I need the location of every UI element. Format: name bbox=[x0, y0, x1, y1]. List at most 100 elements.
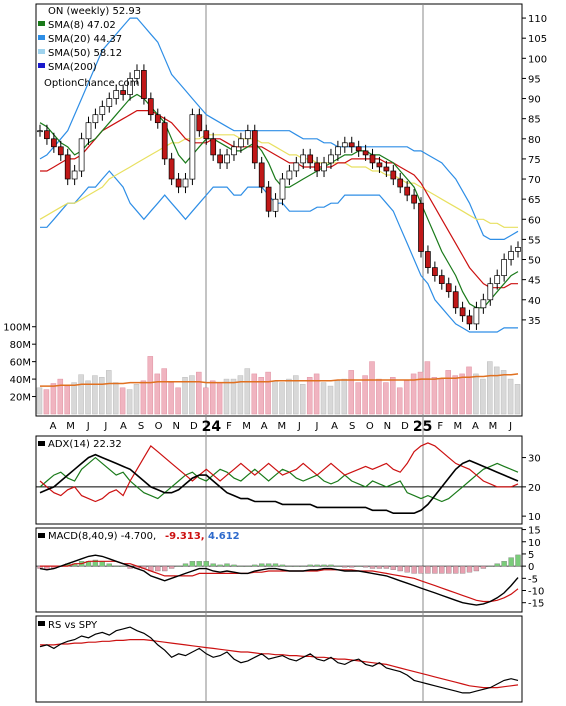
price-axis-label: 40 bbox=[528, 296, 541, 307]
macd-histogram-bar bbox=[425, 565, 431, 574]
candle-body bbox=[141, 70, 147, 99]
volume-bar bbox=[500, 370, 507, 415]
price-axis-label: 95 bbox=[528, 74, 541, 85]
candle-body bbox=[480, 299, 487, 309]
month-label: M bbox=[277, 421, 286, 432]
price-axis-label: 75 bbox=[528, 155, 541, 166]
candle-body bbox=[404, 186, 411, 196]
year-label: 24 bbox=[202, 419, 222, 435]
volume-bar bbox=[327, 385, 334, 415]
month-label: A bbox=[50, 421, 57, 432]
candle-body bbox=[189, 114, 196, 180]
volume-axis-label: 80M bbox=[10, 340, 31, 351]
price-axis-label: 110 bbox=[528, 14, 547, 25]
volume-bar bbox=[251, 373, 258, 415]
volume-bar bbox=[480, 378, 486, 415]
candle-body bbox=[508, 251, 514, 260]
macd-histogram-bar bbox=[155, 565, 161, 572]
candle-body bbox=[279, 178, 286, 200]
macd-histogram-bar bbox=[300, 565, 306, 567]
candle-body bbox=[231, 146, 237, 156]
volume-bar bbox=[459, 373, 465, 415]
candle-body bbox=[238, 138, 244, 148]
candle-body bbox=[494, 275, 501, 284]
macd-histogram-bar bbox=[376, 565, 383, 569]
volume-bar bbox=[189, 375, 195, 415]
adx-axis-label: 30 bbox=[528, 454, 541, 465]
month-label: J bbox=[508, 421, 512, 432]
macd-histogram-bar bbox=[432, 565, 438, 574]
macd-axis-label: -5 bbox=[528, 574, 538, 585]
volume-bar bbox=[341, 378, 348, 415]
macd-histogram-bar bbox=[342, 565, 348, 568]
macd-histogram-bar bbox=[238, 565, 244, 567]
candle-body bbox=[251, 130, 258, 164]
macd-axis-label: -15 bbox=[528, 599, 544, 610]
volume-bar bbox=[85, 380, 91, 415]
candle-body bbox=[113, 90, 120, 99]
candle-body bbox=[487, 283, 494, 301]
rs-average-line bbox=[40, 638, 519, 689]
volume-bar bbox=[362, 375, 368, 415]
candle-body bbox=[106, 98, 113, 107]
candle-body bbox=[272, 198, 279, 212]
candle-body bbox=[376, 162, 383, 168]
volume-bar bbox=[168, 382, 174, 415]
volume-bar bbox=[106, 370, 112, 415]
axis-ticks: 1101051009590858075706560555045403530201… bbox=[3, 14, 547, 610]
macd-histogram-bar bbox=[501, 561, 507, 567]
macd-histogram-bar bbox=[453, 565, 459, 574]
month-label: J bbox=[315, 421, 319, 432]
volume-axis-label: 40M bbox=[10, 375, 31, 386]
candle-body bbox=[369, 154, 376, 164]
volume-bar bbox=[175, 387, 181, 415]
candle-body bbox=[418, 202, 424, 252]
macd-histogram-bar bbox=[307, 564, 313, 567]
candle-body bbox=[44, 130, 50, 140]
candle-body bbox=[161, 122, 168, 160]
volume-bar bbox=[493, 366, 500, 415]
month-label: A bbox=[472, 421, 479, 432]
year-label: 25 bbox=[413, 419, 432, 435]
candle-body bbox=[154, 114, 161, 124]
volume-bar bbox=[320, 382, 327, 415]
macd-histogram-bar bbox=[231, 564, 237, 567]
upper-band-line bbox=[39, 17, 519, 240]
volume-bar bbox=[209, 380, 216, 415]
month-label: M bbox=[453, 421, 462, 432]
candle-body bbox=[175, 178, 182, 188]
macd-histogram-bar bbox=[189, 561, 196, 567]
candle-body bbox=[432, 267, 438, 276]
macd-signal-value: -9.313, bbox=[165, 531, 205, 542]
month-label: A bbox=[261, 421, 268, 432]
volume-bar bbox=[203, 387, 209, 415]
candle-body bbox=[411, 194, 417, 204]
volume-bar bbox=[286, 378, 292, 415]
candle-body bbox=[473, 307, 480, 325]
price-axis-label: 35 bbox=[528, 316, 541, 327]
candle-body bbox=[147, 98, 154, 116]
price-axis-label: 55 bbox=[528, 235, 541, 246]
price-axis-label: 80 bbox=[528, 135, 541, 146]
volume-bar bbox=[390, 377, 396, 415]
macd-histogram-bar bbox=[473, 565, 480, 572]
month-label: J bbox=[297, 421, 301, 432]
price-axis-label: 50 bbox=[528, 256, 541, 267]
sma50-line bbox=[39, 134, 518, 228]
macd-title: MACD(8,40,9) -4.700, bbox=[48, 531, 156, 542]
volume-bar bbox=[92, 375, 98, 415]
price-axis-label: 100 bbox=[528, 54, 547, 65]
candle-body bbox=[99, 106, 106, 115]
volume-bar bbox=[50, 383, 57, 415]
volume-bar bbox=[424, 361, 431, 415]
candle-body bbox=[328, 154, 334, 164]
rs-line bbox=[39, 626, 519, 694]
macd-histogram-bar bbox=[106, 563, 112, 567]
candle-body bbox=[224, 154, 230, 164]
volume-bar bbox=[119, 387, 126, 415]
month-label: O bbox=[366, 421, 374, 432]
macd-histogram-bar bbox=[446, 565, 452, 574]
volume-bar bbox=[438, 378, 445, 415]
candle-body bbox=[452, 291, 459, 309]
macd-histogram-bar bbox=[259, 563, 265, 567]
